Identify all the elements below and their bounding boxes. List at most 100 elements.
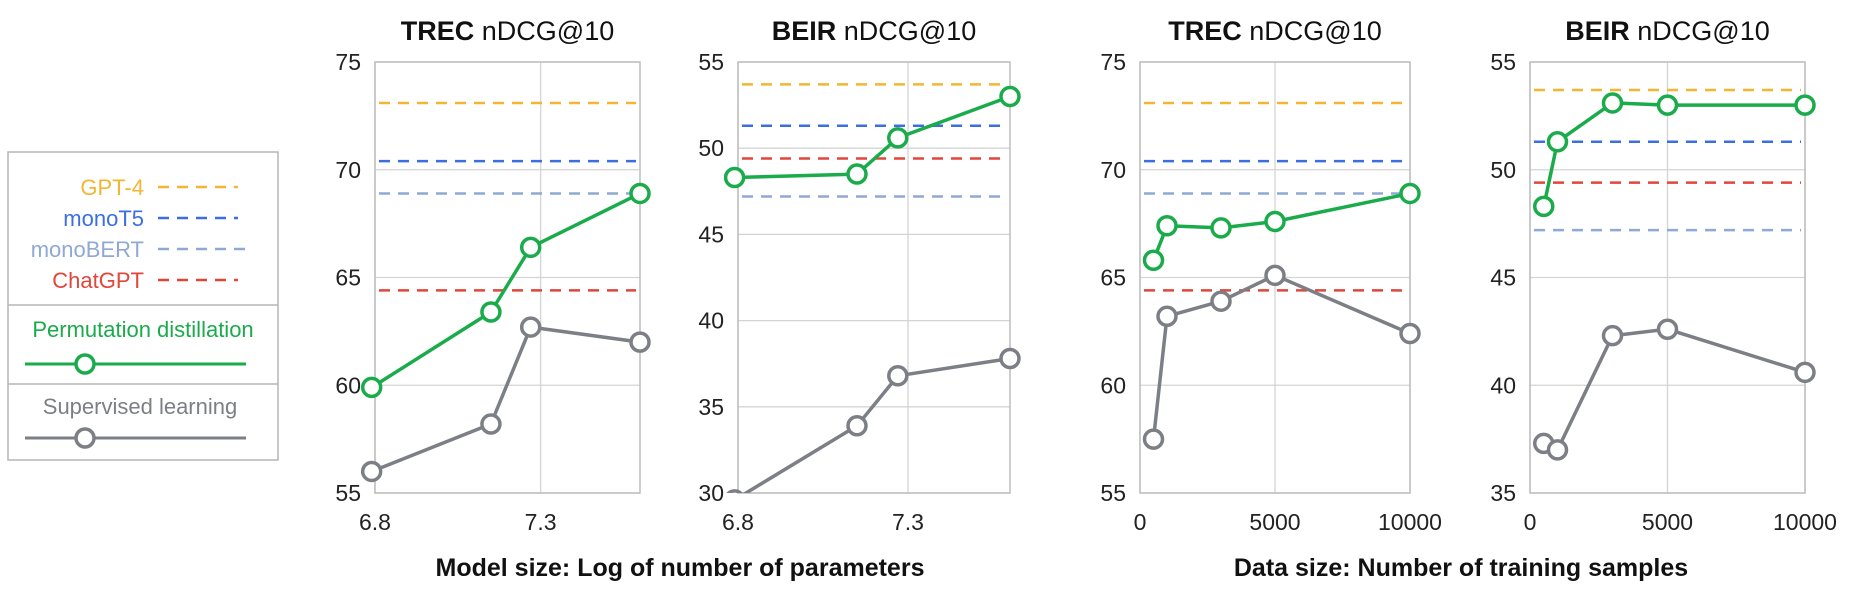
data-point-sup [846,415,868,437]
y-tick-label: 75 [1100,49,1126,75]
plot-frame [1529,61,1806,494]
panel-title-bold: TREC [1168,16,1242,46]
x-tick-label: 0 [1524,509,1537,535]
legend-marker-perm [74,353,96,375]
chart-panel-trec-data-size: 55 60 65 70 75 0 5000 10000 TREC nDCG@10 [1100,16,1442,535]
chart-panel-trec-model-size: 55 60 65 70 75 6.8 7.3 TREC nDCG@10 [335,16,651,535]
y-tick-label: 65 [1100,265,1126,291]
data-point-perm [999,85,1021,108]
series-line-sup [371,325,641,474]
data-point-sup [1546,439,1569,461]
data-point-perm [1794,94,1816,116]
data-point-sup [1399,322,1421,345]
panel-title-metric: nDCG@10 [836,16,976,46]
panel-title-bold: BEIR [1565,16,1630,46]
panel-title: BEIR nDCG@10 [1565,16,1769,46]
x-tick-label: 7.3 [892,509,924,535]
x-tick-label: 5000 [1249,509,1300,535]
data-point-sup [1656,318,1679,340]
plot-frame [1139,61,1411,494]
y-tick-label: 50 [698,135,724,161]
series-line-sup [1543,327,1806,452]
y-tick-label: 30 [698,480,724,506]
series-line-perm [370,191,641,389]
series-sup [726,347,1021,493]
series-line-perm [1542,101,1805,207]
legend: GPT-4 monoT5 monoBERT ChatGPT Permutatio… [7,151,279,461]
plot-frame [737,61,1011,494]
y-tick-label: 50 [1490,157,1516,183]
y-tick-label: 60 [1100,372,1126,398]
y-tick-label: 40 [1490,372,1516,398]
data-point-sup [999,347,1021,370]
panel-title: TREC nDCG@10 [401,16,614,46]
data-point-perm [480,301,502,323]
series-sup [361,316,651,483]
y-tick-label: 75 [335,49,361,75]
data-point-perm [846,163,868,185]
data-point-perm [1142,249,1165,272]
data-point-perm [1210,217,1232,239]
x-tick-label: 7.3 [525,509,557,535]
chart-panel-beir-data-size: 35 40 45 50 55 0 5000 10000 BEIR nDCG@10 [1490,16,1837,535]
data-point-perm [1264,210,1286,233]
data-point-perm [1533,195,1555,218]
series-line-perm [734,94,1011,180]
data-point-sup [1156,305,1178,328]
x-tick-label: 5000 [1642,509,1693,535]
panel-title: BEIR nDCG@10 [772,16,976,46]
y-tick-label: 70 [335,157,361,183]
data-point-sup [1210,290,1232,312]
data-point-sup [1264,264,1286,287]
data-point-sup [1601,324,1624,347]
data-point-sup [1794,361,1816,384]
x-tick-label: 6.8 [359,509,391,535]
y-tick-label: 45 [1490,265,1516,291]
data-point-perm [887,127,909,149]
data-point-sup [726,489,743,493]
series-perm [1533,92,1816,218]
x-tick-label: 10000 [1773,509,1837,535]
series-perm [724,85,1021,189]
y-tick-label: 35 [1490,480,1516,506]
series-sup [1533,318,1816,461]
data-point-sup [887,365,909,387]
x-tick-label: 6.8 [722,509,754,535]
panel-title-metric: nDCG@10 [1630,16,1770,46]
legend-label-monot5: monoT5 [63,206,144,231]
legend-frame [7,151,279,461]
y-tick-label: 55 [1490,49,1516,75]
series-perm [361,182,651,399]
data-point-perm [1399,182,1421,205]
legend-label-perm: Permutation distillation [32,317,253,342]
series-sup [1142,264,1421,450]
panel-title: TREC nDCG@10 [1168,16,1381,46]
y-tick-label: 55 [698,49,724,75]
panel-title-metric: nDCG@10 [474,16,614,46]
y-tick-label: 70 [1100,157,1126,183]
y-tick-label: 45 [698,221,724,247]
data-point-sup [480,413,502,435]
legend-label-monobert: monoBERT [31,237,144,262]
y-tick-label: 65 [335,265,361,291]
x-tick-label: 10000 [1378,509,1442,535]
data-point-perm [1601,92,1624,114]
chart-panel-beir-model-size: 30 35 40 45 50 55 6.8 7.3 BEIR nDCG@10 [698,16,1021,535]
data-point-sup [1142,428,1165,450]
legend-label-chatgpt: ChatGPT [52,268,144,293]
panel-title-bold: TREC [401,16,475,46]
x-axis-label-data-size: Data size: Number of training samples [1234,554,1688,582]
series-line-sup [742,356,1011,493]
data-point-sup [629,331,651,353]
y-tick-label: 60 [335,372,361,398]
data-point-perm [1546,130,1569,153]
data-point-perm [724,166,746,189]
legend-marker-sup [74,427,96,449]
series-line-sup [1151,273,1411,440]
data-point-perm [519,236,542,259]
data-point-perm [361,376,383,399]
plot-frame [374,61,641,494]
data-point-perm [1156,215,1178,237]
legend-label-sup: Supervised learning [43,394,237,419]
data-point-perm [629,182,651,205]
